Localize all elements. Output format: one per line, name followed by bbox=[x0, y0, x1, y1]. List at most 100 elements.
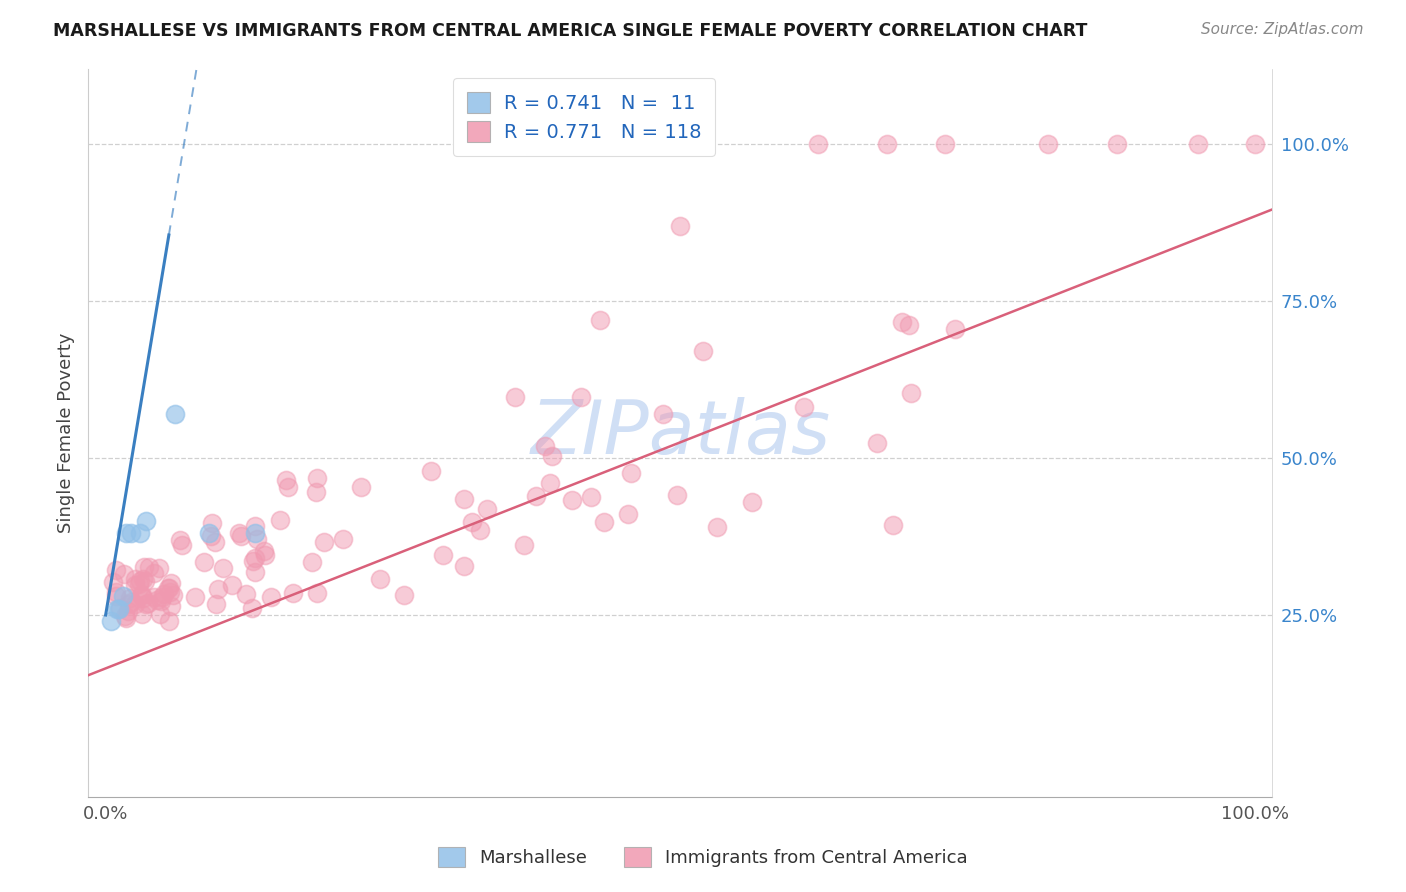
Point bbox=[524, 489, 547, 503]
Point bbox=[866, 435, 889, 450]
Point bbox=[513, 538, 536, 552]
Point bbox=[115, 526, 138, 541]
Point bbox=[243, 565, 266, 579]
Point bbox=[150, 590, 173, 604]
Point bbox=[242, 554, 264, 568]
Point bbox=[153, 587, 176, 601]
Point bbox=[124, 578, 146, 592]
Point bbox=[394, 588, 416, 602]
Point bbox=[312, 535, 335, 549]
Point bbox=[129, 588, 152, 602]
Point bbox=[129, 574, 152, 589]
Point bbox=[134, 574, 156, 588]
Point bbox=[138, 560, 160, 574]
Point bbox=[807, 136, 830, 151]
Text: Source: ZipAtlas.com: Source: ZipAtlas.com bbox=[1201, 22, 1364, 37]
Point bbox=[692, 344, 714, 359]
Point bbox=[101, 574, 124, 589]
Point bbox=[538, 475, 561, 490]
Point bbox=[934, 136, 956, 151]
Y-axis label: Single Female Poverty: Single Female Poverty bbox=[58, 333, 75, 533]
Point bbox=[898, 318, 921, 333]
Point bbox=[593, 516, 616, 530]
Point bbox=[793, 400, 815, 414]
Point bbox=[149, 607, 172, 621]
Point bbox=[229, 529, 252, 543]
Point bbox=[120, 526, 142, 541]
Point bbox=[221, 577, 243, 591]
Point bbox=[136, 596, 159, 610]
Point bbox=[254, 548, 277, 562]
Point bbox=[461, 515, 484, 529]
Point bbox=[281, 586, 304, 600]
Point bbox=[132, 573, 155, 587]
Point bbox=[111, 589, 134, 603]
Point bbox=[157, 581, 180, 595]
Point bbox=[1244, 136, 1267, 151]
Point bbox=[534, 439, 557, 453]
Point bbox=[124, 597, 146, 611]
Point bbox=[1107, 136, 1129, 151]
Point bbox=[115, 611, 138, 625]
Point bbox=[112, 566, 135, 581]
Point bbox=[128, 577, 150, 591]
Point bbox=[305, 586, 328, 600]
Text: MARSHALLESE VS IMMIGRANTS FROM CENTRAL AMERICA SINGLE FEMALE POVERTY CORRELATION: MARSHALLESE VS IMMIGRANTS FROM CENTRAL A… bbox=[53, 22, 1088, 40]
Point bbox=[200, 529, 222, 543]
Point bbox=[193, 555, 215, 569]
Point bbox=[253, 543, 276, 558]
Point bbox=[124, 572, 146, 586]
Point bbox=[105, 589, 128, 603]
Point bbox=[350, 479, 373, 493]
Point bbox=[157, 614, 180, 628]
Point bbox=[184, 590, 207, 604]
Point bbox=[651, 407, 673, 421]
Point bbox=[142, 566, 165, 581]
Point bbox=[156, 582, 179, 596]
Point bbox=[243, 551, 266, 566]
Point bbox=[245, 532, 267, 546]
Point bbox=[135, 597, 157, 611]
Point bbox=[159, 584, 181, 599]
Point bbox=[169, 533, 191, 547]
Point bbox=[146, 593, 169, 607]
Legend: Marshallese, Immigrants from Central America: Marshallese, Immigrants from Central Ame… bbox=[432, 839, 974, 874]
Point bbox=[204, 534, 226, 549]
Point bbox=[305, 471, 328, 485]
Point bbox=[368, 572, 391, 586]
Point bbox=[706, 520, 728, 534]
Point bbox=[105, 601, 128, 615]
Point bbox=[541, 449, 564, 463]
Point bbox=[332, 532, 354, 546]
Point bbox=[669, 219, 692, 233]
Point bbox=[876, 136, 898, 151]
Point bbox=[468, 523, 491, 537]
Point bbox=[741, 495, 763, 509]
Point bbox=[104, 584, 127, 599]
Point bbox=[420, 465, 443, 479]
Point bbox=[100, 614, 122, 628]
Point bbox=[269, 512, 291, 526]
Point bbox=[890, 315, 912, 329]
Point bbox=[198, 526, 221, 541]
Point bbox=[134, 559, 156, 574]
Point bbox=[131, 588, 153, 602]
Point bbox=[132, 591, 155, 605]
Point bbox=[617, 508, 640, 522]
Point bbox=[108, 601, 131, 615]
Point bbox=[569, 390, 592, 404]
Point bbox=[205, 597, 228, 611]
Point bbox=[207, 582, 229, 596]
Point bbox=[1038, 136, 1060, 151]
Point bbox=[475, 501, 498, 516]
Text: ZIPatlas: ZIPatlas bbox=[530, 397, 831, 469]
Point bbox=[589, 312, 612, 326]
Point bbox=[201, 516, 224, 530]
Point bbox=[160, 575, 183, 590]
Point bbox=[117, 604, 139, 618]
Legend: R = 0.741   N =  11, R = 0.771   N = 118: R = 0.741 N = 11, R = 0.771 N = 118 bbox=[453, 78, 716, 155]
Point bbox=[453, 492, 475, 507]
Point bbox=[240, 601, 263, 615]
Point bbox=[235, 587, 257, 601]
Point bbox=[228, 526, 250, 541]
